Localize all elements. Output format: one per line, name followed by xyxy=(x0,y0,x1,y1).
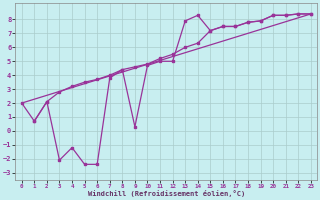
X-axis label: Windchill (Refroidissement éolien,°C): Windchill (Refroidissement éolien,°C) xyxy=(88,190,245,197)
